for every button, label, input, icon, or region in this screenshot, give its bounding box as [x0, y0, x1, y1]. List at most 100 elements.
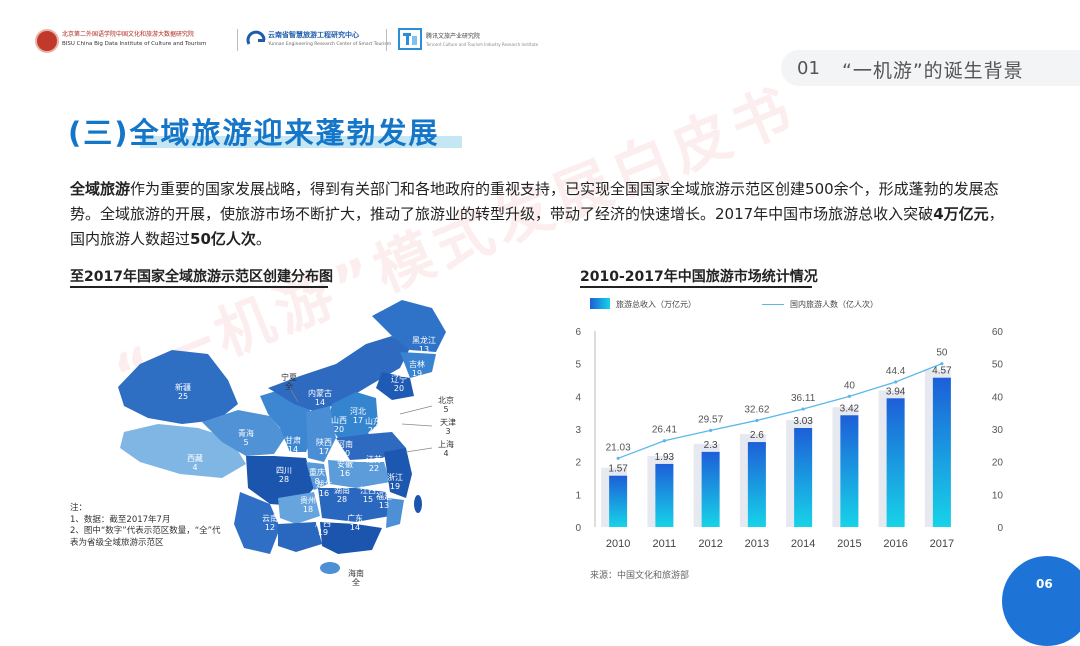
region-label-chongqing: 重庆 8	[309, 468, 325, 486]
bar	[794, 428, 813, 527]
note-line: 表为省级全域旅游示范区	[70, 537, 164, 548]
region-qinghai	[202, 410, 286, 456]
bar-label: 2.6	[750, 430, 764, 441]
region-label-hunan: 湖南 28	[334, 486, 350, 504]
map-title-underline	[70, 286, 328, 288]
line-label: 32.62	[744, 404, 769, 415]
note-line: 注：	[70, 503, 88, 513]
region-label-hainan: 海南全	[348, 569, 364, 587]
page-number-badge	[1002, 556, 1080, 646]
page-title: (三)全域旅游迎来蓬勃发展	[68, 116, 440, 150]
bar	[886, 398, 905, 527]
line-label: 21.03	[606, 442, 631, 453]
region-xinjiang	[118, 350, 238, 424]
region-label-guizhou: 贵州 18	[300, 496, 316, 514]
region-label-liaoning: 辽宁 20	[391, 375, 407, 393]
region-jilin	[400, 352, 436, 378]
region-xizang	[120, 424, 246, 478]
intro-paragraph: 全域旅游作为重要的国家发展战略，得到有关部门和各地政府的重视支持，已实现全国国家…	[70, 177, 1015, 252]
x-tick-label: 2016	[883, 538, 907, 550]
region-liaoning	[376, 372, 414, 400]
line-point	[847, 394, 851, 398]
line-label: 50	[936, 348, 948, 359]
y-tick-right: 60	[992, 327, 1004, 338]
region-label-tianjin: 天津 3	[440, 418, 456, 436]
line-point	[801, 407, 805, 411]
y-tick-right: 0	[997, 523, 1003, 534]
region-heilongjiang	[372, 300, 446, 352]
y-tick-left: 5	[575, 360, 581, 371]
line-point	[616, 456, 620, 460]
region-hainan	[320, 562, 340, 574]
line-point	[662, 439, 666, 443]
x-tick-label: 2014	[791, 538, 815, 550]
para-text: ，国内旅游人数超过	[70, 205, 1004, 248]
line-label: 40	[844, 380, 856, 391]
y-tick-right: 20	[992, 458, 1004, 469]
map-leader-lines	[289, 387, 433, 453]
y-tick-right: 30	[992, 425, 1004, 436]
logo1-name: 北京第二外国语学院中国文化和旅游大数据研究院	[62, 31, 195, 38]
x-tick-label: 2017	[930, 538, 954, 550]
region-label-jiangxi: 江西 15	[360, 486, 376, 504]
china-map	[118, 300, 446, 574]
line-label: 29.57	[698, 414, 723, 425]
region-label-beijing: 北京 5	[438, 396, 454, 414]
logo-divider	[237, 29, 238, 51]
region-hunan-jiangxi	[318, 488, 390, 522]
region-hebei-shanxi	[328, 392, 378, 440]
bar	[655, 463, 674, 527]
bar	[747, 442, 766, 527]
section-number: 01	[797, 58, 820, 79]
bar-label: 4.57	[932, 366, 952, 377]
legend-line-swatch	[762, 304, 784, 305]
chart-source: 来源：中国文化和旅游部	[590, 571, 690, 581]
line-label: 44.4	[886, 366, 906, 377]
tourism-chart: 012345601020304050601.5720101.9320112.32…	[575, 327, 1004, 550]
bar-label: 3.94	[886, 386, 906, 397]
bold-revenue: 4万亿元	[933, 205, 989, 223]
y-tick-left: 1	[575, 490, 581, 501]
line-point	[894, 380, 898, 384]
region-label-xizang: 西藏 4	[187, 454, 203, 472]
note-line: 1、数据：截至2017年7月	[70, 514, 171, 525]
para-text: 作为重要的国家发展战略，得到有关部门和各地政府的重视支持，已实现全国国家全域旅游…	[70, 180, 999, 223]
bar	[932, 377, 951, 527]
region-hubei-anhui	[328, 460, 390, 488]
legend-visitors-label: 国内旅游人数（亿人次）	[790, 300, 878, 309]
region-yunnan	[234, 492, 280, 554]
line-point	[755, 418, 759, 423]
map-title: 至2017年国家全域旅游示范区创建分布图	[70, 269, 333, 285]
bar-label: 1.93	[655, 452, 675, 463]
region-label-gansu: 甘肃 14	[285, 436, 301, 454]
region-neimenggu	[268, 336, 410, 412]
note-line: 2、图中“数字”代表示范区数量，“全”代	[70, 526, 221, 536]
region-label-henan: 河南 20	[337, 440, 353, 458]
bar-label: 3.03	[793, 416, 813, 427]
line-point	[709, 428, 713, 433]
bold-keyword: 全域旅游	[70, 180, 131, 198]
y-tick-right: 50	[992, 360, 1004, 371]
chart-title-underline	[580, 286, 812, 288]
region-sichuan	[246, 456, 314, 506]
region-label-fujian: 福建 13	[376, 492, 392, 510]
legend-bar-swatch	[590, 298, 610, 309]
region-label-jilin: 吉林 19	[409, 360, 425, 378]
region-label-guangxi: 广西 19	[315, 519, 331, 537]
logo1-english: BISU China Big Data Institute of Culture…	[62, 41, 207, 47]
line-label: 26.41	[652, 425, 677, 436]
region-label-jiangsu: 江苏 22	[366, 455, 382, 473]
x-tick-label: 2010	[606, 538, 630, 550]
y-tick-right: 10	[992, 490, 1004, 501]
legend-revenue-label: 旅游总收入（万亿元）	[616, 300, 696, 309]
logo3-name: 腾讯文旅产业研究院	[426, 33, 481, 40]
line-label: 36.11	[791, 393, 816, 404]
bisu-logo-icon	[35, 29, 59, 53]
logo-divider	[386, 29, 387, 51]
bar-label: 3.42	[840, 403, 860, 414]
bar	[609, 475, 628, 527]
region-label-yunnan: 云南 12	[262, 514, 278, 532]
region-guangxi	[278, 522, 322, 552]
bar	[840, 415, 859, 527]
region-label-hebei: 河北 17	[350, 407, 366, 425]
